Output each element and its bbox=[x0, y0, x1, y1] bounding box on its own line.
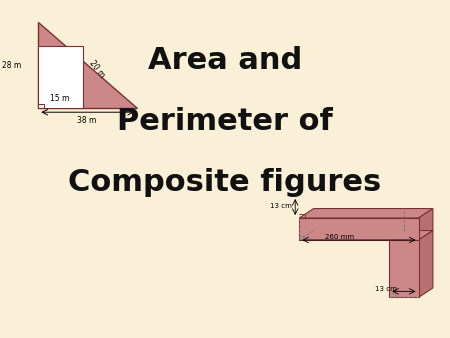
Text: Area and: Area and bbox=[148, 46, 302, 75]
Polygon shape bbox=[389, 231, 433, 240]
Bar bbox=[38, 46, 83, 108]
Text: Composite figures: Composite figures bbox=[68, 168, 382, 197]
Polygon shape bbox=[418, 231, 433, 297]
Text: 28 m: 28 m bbox=[2, 62, 22, 70]
Polygon shape bbox=[299, 218, 418, 240]
Text: 260 mm: 260 mm bbox=[325, 234, 354, 240]
Polygon shape bbox=[418, 209, 433, 240]
Text: Perimeter of: Perimeter of bbox=[117, 107, 333, 136]
Polygon shape bbox=[389, 240, 418, 297]
Text: 13 cm: 13 cm bbox=[375, 286, 397, 292]
Text: 38 m: 38 m bbox=[76, 116, 96, 125]
Polygon shape bbox=[299, 209, 433, 218]
Text: 20 m: 20 m bbox=[88, 59, 107, 80]
Text: 13 cm: 13 cm bbox=[270, 203, 292, 209]
Polygon shape bbox=[38, 22, 137, 108]
Text: 15 m: 15 m bbox=[50, 94, 69, 103]
